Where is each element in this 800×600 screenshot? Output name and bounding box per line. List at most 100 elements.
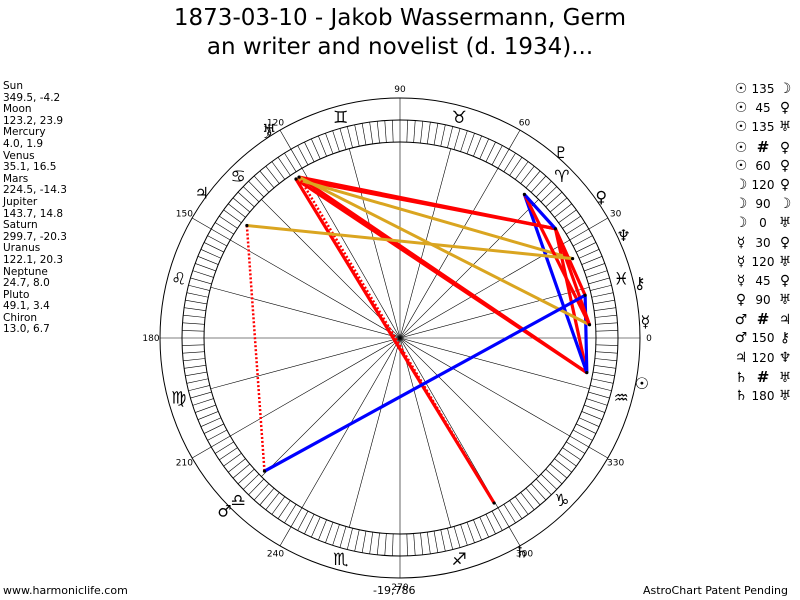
degree-tick [485, 141, 496, 162]
zodiac-sign-icon: ♒ [614, 388, 629, 408]
degree-tick [576, 423, 597, 434]
aspect-row: ☉ 60 ♀ [732, 157, 794, 176]
degree-tick [369, 122, 374, 144]
degree-label: 300 [516, 550, 533, 560]
degree-tick [447, 126, 454, 148]
planet-coords: 299.7, -20.3 [3, 230, 67, 243]
aspect-planet-2-icon: ♀ [779, 234, 791, 251]
degree-label: 210 [176, 459, 193, 469]
degree-tick [290, 507, 303, 527]
degree-tick [572, 235, 593, 247]
sign-divider [192, 446, 212, 459]
zodiac-sign-icon: ♉ [452, 108, 467, 128]
aspect-planet-2-icon: ♅ [778, 119, 792, 136]
degree-tick [188, 385, 210, 392]
degree-tick [259, 487, 275, 506]
degree-tick [584, 404, 605, 413]
degree-tick [558, 209, 577, 224]
planet-marker [492, 501, 496, 505]
aspect-line [553, 228, 587, 296]
planet-marker [571, 257, 575, 261]
degree-tick [237, 468, 255, 485]
degree-tick [530, 175, 547, 193]
degree-tick [325, 133, 334, 154]
degree-tick [304, 141, 315, 162]
zodiac-sign-icon: ♍ [171, 388, 186, 408]
aspect-planet-2-icon: ♆ [778, 349, 792, 366]
aspect-planet-2-icon: ♅ [778, 253, 792, 270]
aspect-planet-1-icon: ☽ [734, 176, 748, 193]
aspect-planet-1-icon: ☉ [734, 100, 748, 117]
degree-tick [540, 473, 558, 490]
degree-tick [588, 277, 610, 285]
degree-label: 30 [610, 210, 622, 220]
wheel-zodiac-glyphs: ♓ ♈ ♉ ♊ ♋ ♌ ♍ ♎ ♏ ♐ ♑ ♒ [171, 108, 629, 570]
planet-marker [587, 323, 592, 327]
degree-tick [433, 530, 439, 553]
zodiac-sign-icon: ♑ [554, 491, 569, 511]
aspect-row: ☉ 135 ♅ [732, 118, 794, 137]
degree-tick [578, 417, 600, 427]
degree-tick [228, 203, 246, 218]
degree-tick [595, 344, 618, 346]
aspect-row: ☉ 135 ☽ [732, 80, 794, 99]
degree-tick [253, 483, 270, 501]
aspect-planet-2-icon: ♃ [778, 312, 792, 329]
degree-tick [361, 530, 367, 553]
planet-glyph-icon: ♃ [195, 183, 209, 202]
degree-tick [232, 197, 251, 213]
degree-tick [473, 519, 482, 541]
degree-tick [185, 371, 208, 377]
degree-tick [361, 123, 367, 146]
aspect-line [298, 175, 556, 231]
aspect-planet-1-icon: ☉ [734, 139, 748, 156]
planet-name: Venus [3, 149, 35, 162]
degree-tick [219, 447, 238, 461]
degree-tick [535, 180, 552, 198]
degree-tick [586, 398, 608, 406]
degree-tick [453, 128, 461, 150]
degree-tick [214, 222, 234, 235]
degree-tick [479, 516, 489, 538]
degree-tick [197, 411, 219, 420]
degree-tick [520, 492, 535, 510]
degree-tick [503, 504, 516, 524]
degree-tick [592, 299, 615, 305]
zodiac-sign-icon: ♊ [333, 108, 348, 128]
degree-tick [182, 330, 205, 332]
degree-tick [592, 371, 615, 377]
aspect-row: ☽ 0 ♅ [732, 214, 794, 233]
planet-name: Chiron [3, 311, 38, 324]
degree-tick [491, 510, 503, 531]
aspect-line [297, 176, 496, 504]
degree-tick [332, 524, 340, 546]
degree-tick [284, 504, 297, 524]
planet-marker [553, 227, 558, 231]
aspect-planet-1-icon: ☽ [734, 215, 748, 232]
aspect-planet-2-icon: ☽ [778, 81, 792, 97]
degree-tick [190, 391, 212, 399]
aspect-angle: 45 [755, 101, 771, 116]
degree-tick [447, 528, 454, 550]
degree-tick [525, 170, 541, 189]
degree-tick [594, 364, 616, 369]
zodiac-sign-icon: ♏ [333, 550, 348, 570]
degree-tick [392, 120, 394, 143]
planet-name: Neptune [3, 265, 48, 278]
degree-tick [384, 533, 387, 556]
planet-coords: 35.1, 16.5 [3, 161, 57, 174]
degree-tick [549, 463, 568, 479]
degree-tick [591, 378, 614, 384]
aspect-row: ♀ 90 ♅ [732, 291, 794, 310]
planet-coords: 49.1, 3.4 [3, 300, 50, 313]
wheel-degree-labels: 0 30 60 90 120 150 180 210 240 270 300 330 [142, 85, 652, 593]
degree-tick [297, 145, 309, 166]
planet-name: Uranus [3, 242, 41, 255]
aspect-line [298, 175, 591, 327]
zodiac-sign-icon: ♓ [614, 270, 629, 290]
degree-tick [503, 152, 516, 172]
degree-tick [376, 121, 380, 144]
aspect-planet-2-icon: ⚷ [779, 330, 791, 347]
degree-tick [183, 314, 206, 318]
degree-tick [440, 529, 446, 552]
